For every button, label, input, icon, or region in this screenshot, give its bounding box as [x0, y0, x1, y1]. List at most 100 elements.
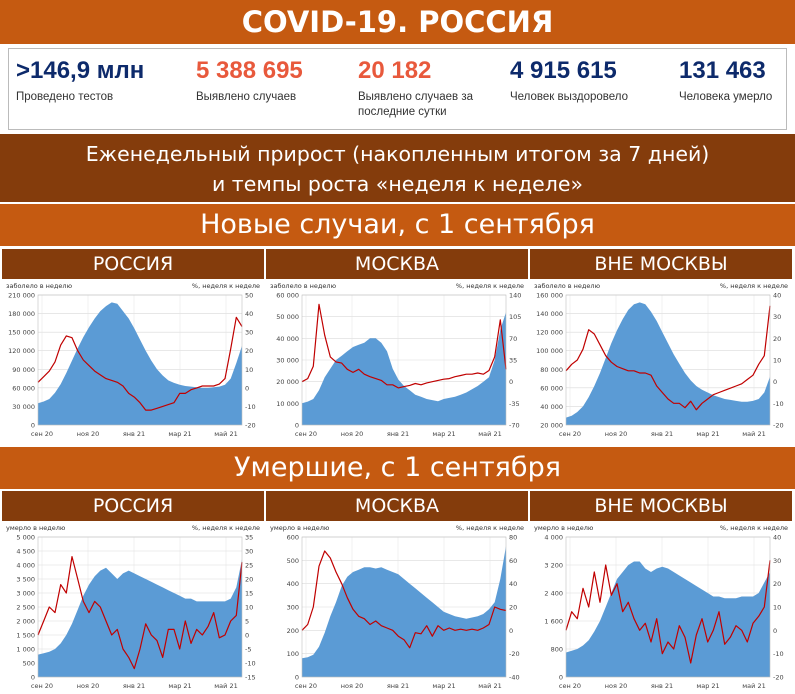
chart-svg: умерло в неделю %, неделя к неделе 0 800 1 6… — [534, 524, 788, 690]
y-tick-label-right: 50 — [245, 292, 253, 300]
x-tick-label: ноя 20 — [605, 430, 627, 438]
chart-svg: умерло в неделю %, неделя к неделе 0 500 1 0… — [6, 524, 260, 690]
chart-panel-cases-moscow: МОСКВА заболело в неделю %, неделя к неде… — [266, 249, 528, 439]
y-tick-label-left: 60 000 — [276, 292, 299, 300]
y-tick-label-right: 30 — [773, 313, 781, 321]
stat-deaths: 131 463 Человека умерло — [679, 57, 787, 105]
subtitle-line-2: и темпы роста «неделя к неделе» — [211, 172, 584, 196]
x-tick-label: янв 21 — [387, 682, 409, 690]
x-tick-label: май 21 — [214, 430, 237, 438]
y-tick-label-right: 30 — [245, 548, 253, 556]
chart-plot: заболело в неделю %, неделя к неделе 20 00… — [530, 279, 792, 439]
stat-tests: >146,9 млн Проведено тестов — [16, 57, 186, 105]
y-tick-label-right: 20 — [245, 347, 253, 355]
x-tick-label: ноя 20 — [77, 430, 99, 438]
y-tick-label-right: 40 — [509, 580, 517, 588]
right-axis-title: %, неделя к неделе — [192, 282, 260, 290]
y-tick-label-left: 140 000 — [536, 310, 563, 318]
y-tick-label-left: 4 500 — [16, 548, 35, 556]
y-tick-label-left: 200 — [287, 627, 299, 635]
x-tick-label: сен 20 — [31, 430, 53, 438]
x-tick-label: янв 21 — [651, 682, 673, 690]
y-tick-label-right: -10 — [773, 650, 784, 658]
y-tick-label-left: 1 500 — [16, 632, 35, 640]
y-tick-label-left: 5 000 — [16, 534, 35, 542]
y-tick-label-right: 10 — [245, 604, 253, 612]
x-tick-label: ноя 20 — [77, 682, 99, 690]
y-tick-label-left: 120 000 — [8, 347, 35, 355]
y-tick-label-right: 30 — [773, 557, 781, 565]
line-series — [37, 316, 243, 411]
stat-value: >146,9 млн — [16, 57, 145, 84]
y-tick-label-right: -20 — [773, 674, 784, 682]
y-tick-label-left: 1 000 — [16, 646, 35, 654]
panel-title: МОСКВА — [266, 249, 528, 279]
y-tick-label-right: 40 — [773, 292, 781, 300]
y-tick-label-right: 15 — [245, 590, 253, 598]
left-axis-title: заболело в неделю — [270, 282, 337, 290]
y-tick-label-right: 10 — [773, 357, 781, 365]
x-tick-label: май 21 — [742, 430, 765, 438]
right-axis-title: %, неделя к неделе — [192, 524, 260, 532]
section-title-deaths: Умершие, с 1 сентября — [0, 447, 795, 489]
x-tick-label: мар 21 — [432, 430, 455, 438]
right-axis-title: %, неделя к неделе — [456, 524, 524, 532]
line-series — [565, 305, 771, 411]
y-tick-label-right: -20 — [509, 650, 520, 658]
chart-plot: заболело в неделю %, неделя к неделе 0 30 0… — [2, 279, 264, 439]
y-tick-label-left: 40 000 — [540, 403, 563, 411]
chart-panel-deaths-russia: РОССИЯ умерло в неделю %, неделя к неделе… — [2, 491, 264, 691]
x-tick-label: янв 21 — [123, 430, 145, 438]
y-tick-label-right: 35 — [509, 357, 517, 365]
plot-frame — [37, 294, 243, 426]
y-tick-label-right: 60 — [509, 557, 517, 565]
y-tick-label-left: 400 — [287, 580, 299, 588]
x-tick-label: сен 20 — [31, 682, 53, 690]
x-tick-label: май 21 — [742, 682, 765, 690]
y-tick-label-right: -10 — [245, 403, 256, 411]
y-tick-label-right: 20 — [509, 604, 517, 612]
left-axis-title: заболело в неделю — [534, 282, 601, 290]
y-tick-label-left: 3 500 — [16, 576, 35, 584]
y-tick-label-left: 800 — [551, 646, 563, 654]
line-series — [565, 560, 771, 664]
area-series — [566, 561, 770, 677]
y-tick-label-right: 20 — [245, 576, 253, 584]
line-series — [301, 303, 507, 389]
x-tick-label: мар 21 — [432, 682, 455, 690]
y-tick-label-right: 30 — [245, 329, 253, 337]
chart-svg: умерло в неделю%, неделя к неделе0100200… — [270, 524, 524, 690]
chart-svg: заболело в неделю %, неделя к неделе 0 10 0… — [270, 282, 524, 438]
x-tick-label: сен 20 — [295, 682, 317, 690]
line-series — [301, 550, 507, 649]
panel-title: МОСКВА — [266, 491, 528, 521]
plot-frame — [565, 536, 771, 678]
y-tick-label-right: -10 — [245, 660, 256, 668]
left-axis-title: умерло в неделю — [270, 524, 330, 532]
y-tick-label-left: 60 000 — [12, 384, 35, 392]
panel-title: РОССИЯ — [2, 491, 264, 521]
right-axis-title: %, неделя к неделе — [456, 282, 524, 290]
x-tick-label: мар 21 — [168, 430, 191, 438]
area-series — [302, 546, 506, 677]
stat-value: 131 463 — [679, 57, 766, 84]
chart-plot: умерло в неделю %, неделя к неделе 0 800 1 6… — [530, 521, 792, 691]
area-series — [302, 312, 506, 425]
plot-frame — [565, 294, 771, 426]
y-tick-label-left: 0 — [31, 674, 35, 682]
y-tick-label-right: -70 — [509, 422, 520, 430]
x-tick-label: май 21 — [478, 682, 501, 690]
right-axis-title: %, неделя к неделе — [720, 282, 788, 290]
area-series — [38, 302, 242, 425]
x-tick-label: ноя 20 — [605, 682, 627, 690]
x-tick-label: мар 21 — [168, 682, 191, 690]
plot-frame — [301, 294, 507, 426]
stat-label: Человек выздоровело — [510, 91, 629, 103]
stat-cases: 5 388 695 Выявлено случаев — [196, 57, 346, 105]
page-title: COVID-19. РОССИЯ — [0, 0, 795, 44]
subtitle-line-1: Еженедельный прирост (накопленным итогом… — [85, 142, 710, 166]
y-tick-label-left: 90 000 — [12, 366, 35, 374]
y-tick-label-right: -5 — [245, 646, 251, 654]
y-tick-label-left: 30 000 — [12, 403, 35, 411]
y-tick-label-right: 0 — [773, 378, 777, 386]
